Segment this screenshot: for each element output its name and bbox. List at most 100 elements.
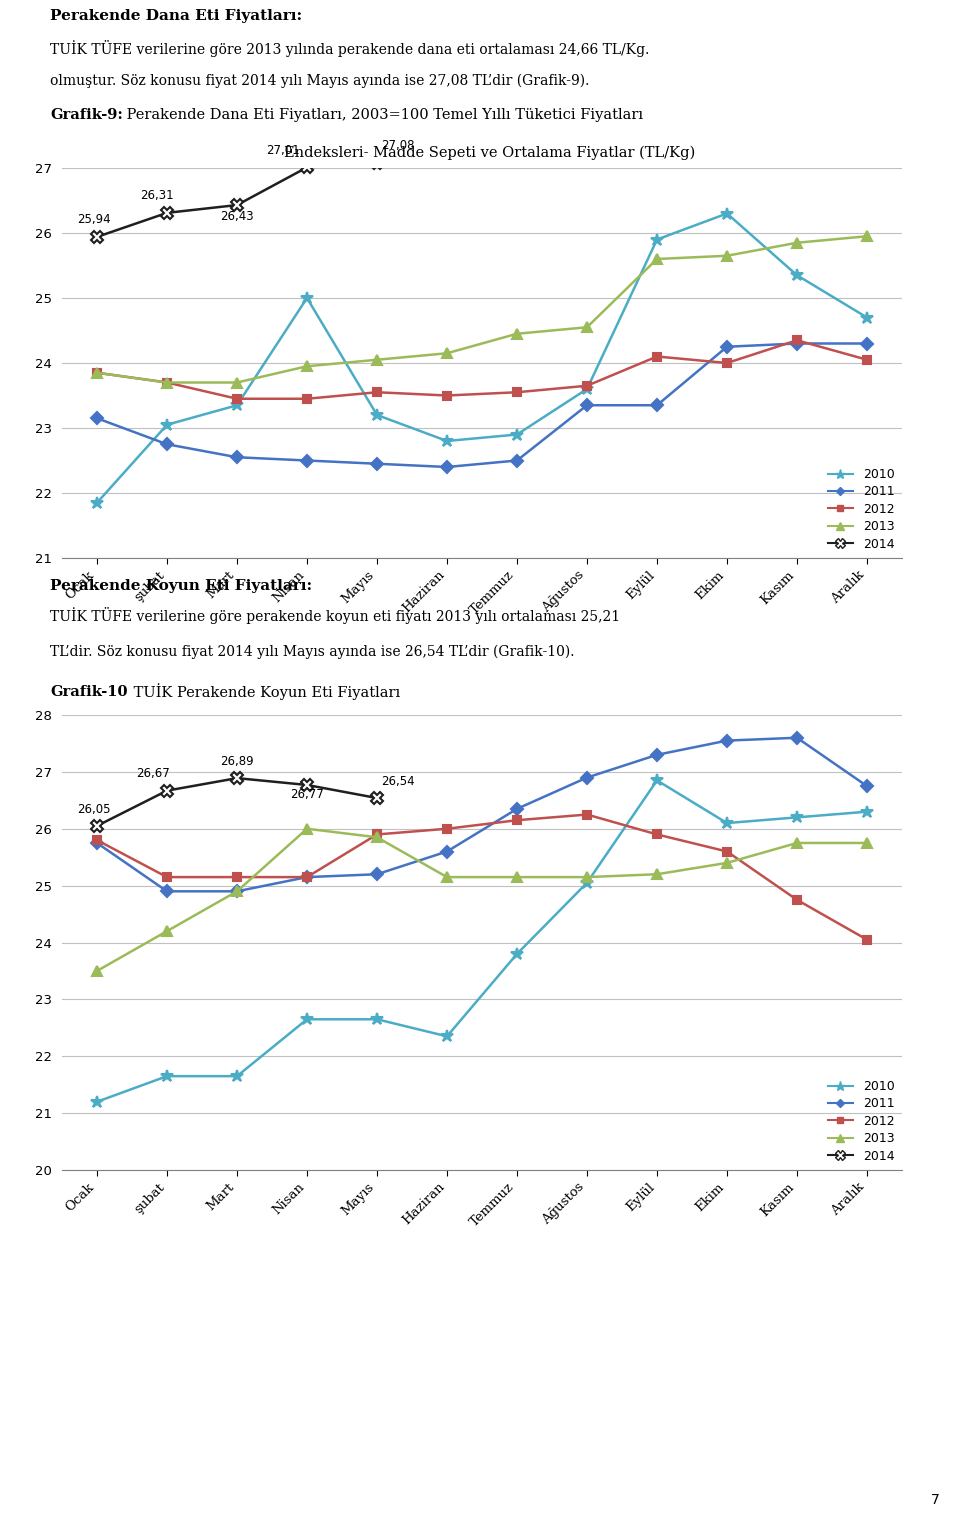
Text: TUİK TÜFE verilerine göre perakende koyun eti fiyatı 2013 yılı ortalaması 25,21: TUİK TÜFE verilerine göre perakende koyu… xyxy=(50,607,620,624)
2011 xyxy=(91,409,103,427)
2014 xyxy=(231,196,243,214)
Text: 7: 7 xyxy=(931,1494,940,1507)
2012 xyxy=(231,868,243,887)
2012 xyxy=(442,386,453,405)
2011 xyxy=(442,458,453,476)
2012 xyxy=(581,377,592,395)
Line: 2014: 2014 xyxy=(91,157,383,243)
2011 xyxy=(442,843,453,861)
2013 xyxy=(372,827,383,846)
2011 xyxy=(301,452,313,470)
2013 xyxy=(91,364,103,382)
2013 xyxy=(861,834,873,852)
2011 xyxy=(721,338,732,356)
2012 xyxy=(861,931,873,949)
Text: Grafik-10: Grafik-10 xyxy=(50,684,128,700)
2012 xyxy=(161,868,173,887)
2014 xyxy=(301,158,313,176)
Legend: 2010, 2011, 2012, 2013, 2014: 2010, 2011, 2012, 2013, 2014 xyxy=(823,1075,900,1168)
Text: Perakende Dana Eti Fiyatları:: Perakende Dana Eti Fiyatları: xyxy=(50,9,302,23)
2012 xyxy=(442,820,453,838)
2011 xyxy=(861,335,873,353)
Line: 2014: 2014 xyxy=(91,771,383,832)
Line: 2012: 2012 xyxy=(93,811,871,945)
Text: Perakende Koyun Eti Fiyatları:: Perakende Koyun Eti Fiyatları: xyxy=(50,580,312,593)
2010 xyxy=(791,808,803,826)
Text: 26,54: 26,54 xyxy=(381,774,415,788)
2012 xyxy=(512,383,523,402)
2010 xyxy=(91,494,103,513)
Text: Endeksleri- Madde Sepeti ve Ortalama Fiyatlar (TL/Kg): Endeksleri- Madde Sepeti ve Ortalama Fiy… xyxy=(284,146,696,160)
2012 xyxy=(651,826,662,844)
2010 xyxy=(442,432,453,450)
Line: 2010: 2010 xyxy=(91,207,874,510)
2010 xyxy=(231,1068,243,1086)
2010 xyxy=(581,380,592,399)
2012 xyxy=(372,826,383,844)
2013 xyxy=(372,351,383,370)
2011 xyxy=(372,865,383,884)
Text: 27,01: 27,01 xyxy=(266,144,300,157)
2013 xyxy=(721,246,732,265)
Text: 27,08: 27,08 xyxy=(381,140,415,152)
2013 xyxy=(161,373,173,391)
Text: Perakende Dana Eti Fiyatları, 2003=100 Temel Yıllı Tüketici Fiyatları: Perakende Dana Eti Fiyatları, 2003=100 T… xyxy=(122,108,643,122)
2013 xyxy=(791,234,803,252)
2013 xyxy=(91,961,103,980)
2010 xyxy=(231,395,243,414)
2011 xyxy=(651,745,662,764)
Legend: 2010, 2011, 2012, 2013, 2014: 2010, 2011, 2012, 2013, 2014 xyxy=(823,462,900,555)
2011 xyxy=(651,395,662,414)
2011 xyxy=(861,777,873,795)
Text: 26,89: 26,89 xyxy=(220,754,253,768)
2014 xyxy=(91,817,103,835)
2012 xyxy=(91,364,103,382)
2011 xyxy=(721,732,732,750)
2011 xyxy=(231,449,243,467)
2011 xyxy=(791,729,803,747)
2010 xyxy=(861,309,873,327)
2010 xyxy=(372,1010,383,1028)
2013 xyxy=(161,922,173,940)
2010 xyxy=(91,1092,103,1110)
Line: 2010: 2010 xyxy=(91,774,874,1107)
2013 xyxy=(512,868,523,887)
2012 xyxy=(301,389,313,408)
Line: 2013: 2013 xyxy=(92,231,872,388)
2012 xyxy=(512,811,523,829)
2013 xyxy=(231,373,243,391)
Text: 25,94: 25,94 xyxy=(77,213,110,227)
2014 xyxy=(231,770,243,788)
2010 xyxy=(581,873,592,891)
2010 xyxy=(301,1010,313,1028)
2014 xyxy=(91,228,103,246)
Line: 2012: 2012 xyxy=(93,336,871,403)
Text: 26,77: 26,77 xyxy=(290,788,324,802)
2012 xyxy=(91,830,103,849)
Text: TL’dir. Söz konusu fiyat 2014 yılı Mayıs ayında ise 26,54 TL’dir (Grafik-10).: TL’dir. Söz konusu fiyat 2014 yılı Mayıs… xyxy=(50,645,574,659)
2013 xyxy=(791,834,803,852)
2014 xyxy=(301,776,313,794)
2012 xyxy=(161,373,173,391)
Text: olmuştur. Söz konusu fiyat 2014 yılı Mayıs ayında ise 27,08 TL’dir (Grafik-9).: olmuştur. Söz konusu fiyat 2014 yılı May… xyxy=(50,75,589,88)
Text: TUİK TÜFE verilerine göre 2013 yılında perakende dana eti ortalaması 24,66 TL/Kg: TUİK TÜFE verilerine göre 2013 yılında p… xyxy=(50,40,649,56)
2011 xyxy=(91,834,103,852)
Text: 26,05: 26,05 xyxy=(77,803,110,815)
2010 xyxy=(512,945,523,963)
2011 xyxy=(161,882,173,900)
2012 xyxy=(301,868,313,887)
Line: 2013: 2013 xyxy=(92,824,872,976)
2011 xyxy=(512,800,523,818)
2012 xyxy=(791,332,803,350)
Text: 26,67: 26,67 xyxy=(136,768,170,780)
2010 xyxy=(442,1027,453,1045)
2011 xyxy=(301,868,313,887)
2013 xyxy=(301,820,313,838)
2013 xyxy=(581,318,592,336)
2014 xyxy=(372,154,383,172)
2013 xyxy=(861,227,873,245)
2014 xyxy=(372,789,383,808)
2013 xyxy=(442,344,453,362)
2014 xyxy=(161,782,173,800)
2012 xyxy=(721,354,732,373)
